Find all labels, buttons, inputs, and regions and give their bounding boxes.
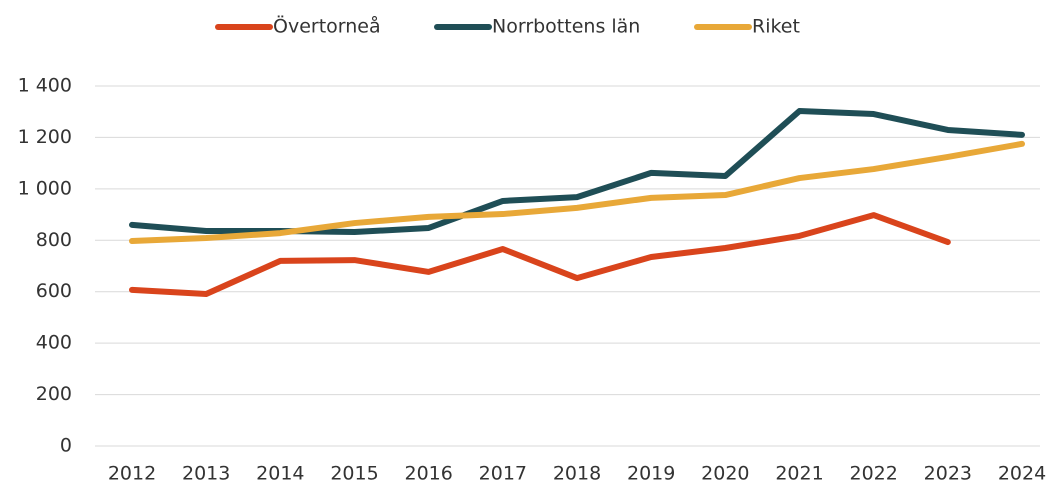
y-tick-label: 0 bbox=[60, 435, 72, 457]
x-tick-label: 2024 bbox=[998, 463, 1046, 485]
legend-label: Riket bbox=[752, 16, 800, 38]
x-tick-label: 2021 bbox=[775, 463, 823, 485]
x-tick-label: 2023 bbox=[924, 463, 972, 485]
x-tick-label: 2019 bbox=[627, 463, 675, 485]
legend-label: Norrbottens län bbox=[492, 16, 640, 38]
x-tick-label: 2016 bbox=[404, 463, 452, 485]
y-tick-label: 1 200 bbox=[18, 126, 72, 148]
x-tick-label: 2017 bbox=[479, 463, 527, 485]
x-tick-label: 2022 bbox=[849, 463, 897, 485]
series-line bbox=[129, 107, 1025, 236]
y-tick-label: 1 000 bbox=[18, 177, 72, 199]
x-tick-label: 2013 bbox=[182, 463, 230, 485]
y-tick-label: 1 400 bbox=[18, 75, 72, 97]
series-line bbox=[129, 212, 951, 298]
y-tick-label: 200 bbox=[36, 383, 72, 405]
legend-label: Övertorneå bbox=[273, 15, 381, 38]
x-tick-label: 2020 bbox=[701, 463, 749, 485]
x-tick-label: 2014 bbox=[256, 463, 304, 485]
y-tick-label: 400 bbox=[36, 332, 72, 354]
x-tick-label: 2012 bbox=[108, 463, 156, 485]
y-tick-label: 800 bbox=[36, 229, 72, 251]
series-line bbox=[129, 140, 1025, 245]
y-tick-label: 600 bbox=[36, 280, 72, 302]
x-tick-label: 2015 bbox=[330, 463, 378, 485]
x-tick-label: 2018 bbox=[553, 463, 601, 485]
